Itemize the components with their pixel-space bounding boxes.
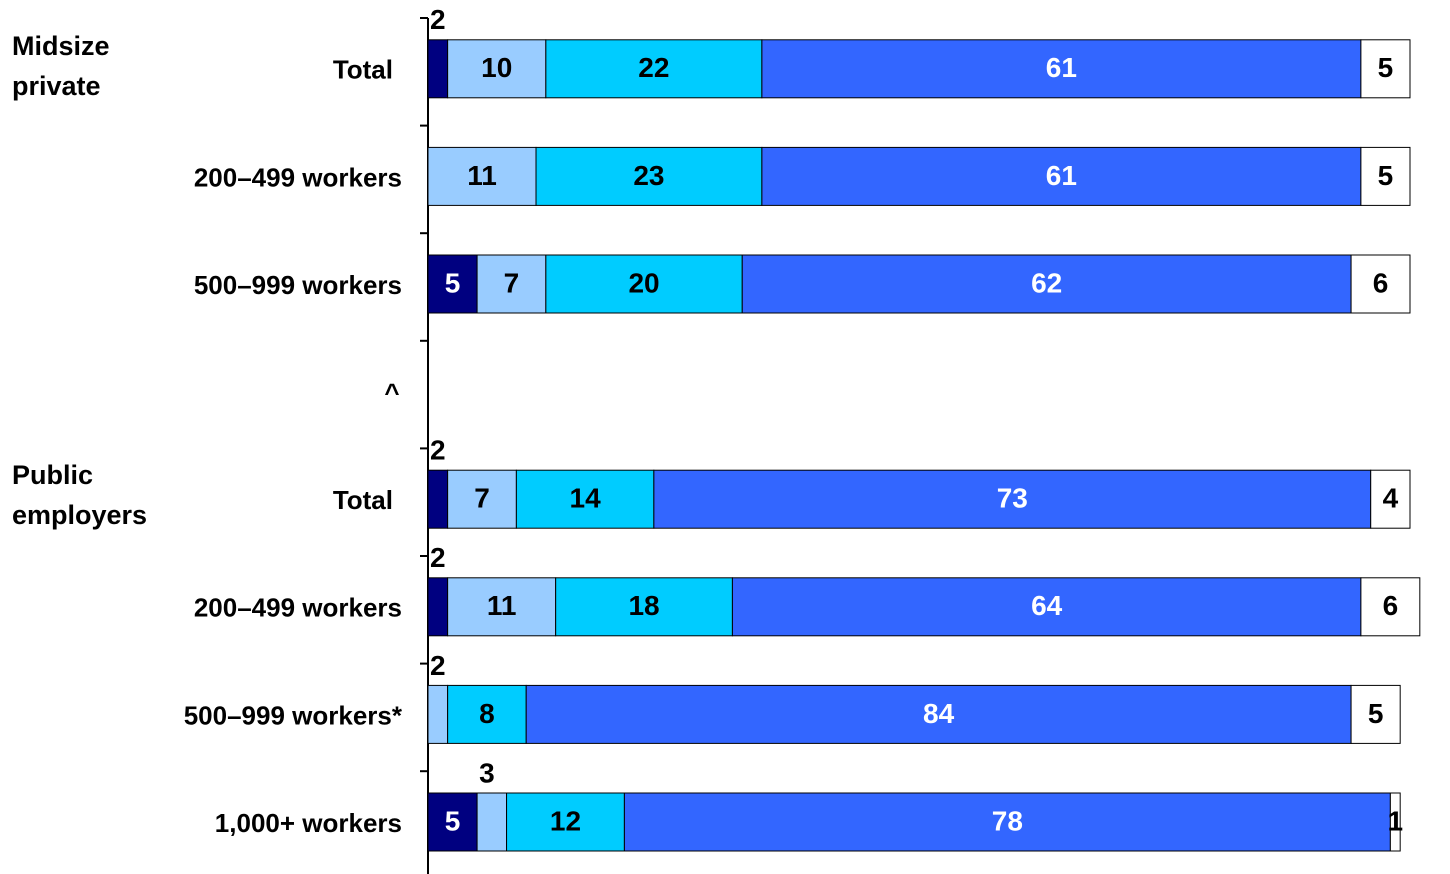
- bar-segment: [545, 39, 763, 99]
- y-tick-label: 200–499 workers: [194, 162, 402, 192]
- bar-segment: [506, 792, 625, 852]
- value-label: 6: [1383, 590, 1399, 621]
- value-label: 2: [430, 650, 446, 681]
- value-label: 8: [479, 698, 495, 729]
- bar-segment: [447, 684, 527, 744]
- value-label: 5: [1378, 52, 1394, 83]
- value-label: 2: [430, 435, 446, 466]
- bar-segment: [447, 469, 517, 529]
- bar-segment: [623, 792, 1391, 852]
- y-tick-label: Total: [333, 55, 393, 85]
- bar-segment: [1389, 792, 1401, 852]
- value-label: 23: [633, 160, 664, 191]
- bar-segment: [555, 577, 733, 637]
- bar-segment: [731, 577, 1362, 637]
- bar-segment: [427, 469, 449, 529]
- bar-segment: [1370, 469, 1411, 529]
- value-label: 11: [467, 160, 497, 191]
- value-label: 12: [550, 805, 581, 836]
- bar-segment: [427, 792, 478, 852]
- y-tick-label: 500–999 workers: [194, 270, 402, 300]
- value-label: 73: [997, 483, 1028, 514]
- y-tick-label: 1,000+ workers: [215, 808, 402, 838]
- value-label: 6: [1373, 267, 1389, 298]
- value-label: 7: [474, 483, 490, 514]
- group-label: Midsize: [12, 31, 110, 61]
- value-label: 64: [1031, 590, 1063, 621]
- value-label: 7: [504, 267, 520, 298]
- value-label: 18: [628, 590, 659, 621]
- value-label: 4: [1383, 483, 1399, 514]
- bar-segment: [761, 39, 1362, 99]
- value-label: 2: [430, 542, 446, 573]
- group-label: private: [12, 71, 101, 101]
- bar-segment: [476, 792, 508, 852]
- value-label: 10: [481, 52, 512, 83]
- bar-segment: [545, 254, 743, 314]
- value-label: 61: [1046, 160, 1077, 191]
- bar-segment: [1350, 684, 1401, 744]
- value-label: 61: [1046, 52, 1077, 83]
- y-tick-label: ^: [384, 377, 399, 407]
- bar-segment: [427, 254, 478, 314]
- bar-segment: [1350, 254, 1411, 314]
- value-label: 78: [992, 805, 1023, 836]
- bar-segment: [525, 684, 1352, 744]
- value-label: 84: [923, 698, 955, 729]
- value-label: 22: [638, 52, 669, 83]
- y-tick-label: 500–999 workers*: [184, 700, 403, 730]
- group-label: Public: [12, 460, 93, 490]
- bar-segment: [741, 254, 1352, 314]
- y-tick-label: 200–499 workers: [194, 593, 402, 623]
- bar-segment: [761, 146, 1362, 206]
- bar-segment: [1360, 577, 1421, 637]
- bar-segment: [1360, 39, 1411, 99]
- bar-segment: [476, 254, 547, 314]
- value-label: 5: [1368, 698, 1384, 729]
- value-label: 2: [430, 4, 446, 35]
- value-label: 1: [1387, 805, 1403, 836]
- value-label: 20: [628, 267, 659, 298]
- value-label: 5: [445, 805, 461, 836]
- y-tick-label: Total: [333, 485, 393, 515]
- value-label: 62: [1031, 267, 1062, 298]
- bar-segment: [427, 684, 449, 744]
- bar-segment: [427, 39, 449, 99]
- value-label: 11: [487, 590, 517, 621]
- group-label: employers: [12, 500, 147, 530]
- bar-segment: [427, 146, 537, 206]
- value-label: 14: [570, 483, 602, 514]
- bar-segment: [447, 39, 547, 99]
- value-label: 5: [1378, 160, 1394, 191]
- bar-segment: [1360, 146, 1411, 206]
- bar-segment: [427, 577, 449, 637]
- bar-segment: [535, 146, 763, 206]
- value-label: 5: [445, 267, 461, 298]
- value-label: 3: [479, 757, 495, 788]
